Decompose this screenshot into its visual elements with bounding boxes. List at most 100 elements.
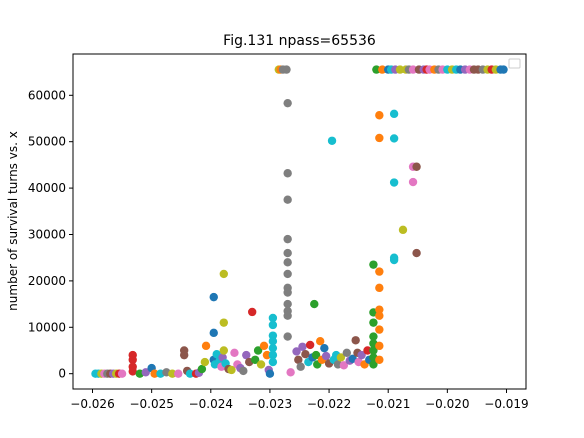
data-point-139 bbox=[389, 178, 399, 187]
data-point-98 bbox=[321, 351, 331, 361]
data-point-17 bbox=[150, 369, 159, 378]
data-point-21 bbox=[174, 369, 183, 378]
data-point-88 bbox=[301, 350, 310, 359]
data-point-15 bbox=[141, 368, 150, 377]
data-point-60 bbox=[268, 320, 278, 330]
data-point-79 bbox=[283, 299, 292, 309]
data-point-87 bbox=[298, 342, 307, 351]
y-axis: 0 10000 20000 30000 40000 50000 60000 bbox=[28, 88, 73, 381]
data-point-112 bbox=[357, 350, 366, 360]
data-point-59 bbox=[268, 313, 278, 323]
data-point-58 bbox=[265, 369, 275, 378]
data-point-49 bbox=[242, 350, 251, 360]
data-point-45 bbox=[230, 348, 239, 358]
data-point-116 bbox=[369, 260, 378, 269]
data-point-69 bbox=[282, 65, 291, 74]
data-point-105 bbox=[339, 361, 349, 370]
data-point-54 bbox=[256, 360, 266, 369]
data-point-92 bbox=[310, 299, 319, 309]
data-point-85 bbox=[294, 355, 303, 364]
data-point-90 bbox=[305, 340, 315, 350]
data-point-127 bbox=[375, 267, 384, 276]
data-point-29 bbox=[200, 357, 210, 367]
x-tick-label: −0.023 bbox=[248, 397, 292, 411]
x-tick-label: −0.019 bbox=[484, 397, 528, 411]
data-point-144 bbox=[398, 225, 408, 235]
data-point-118 bbox=[369, 318, 378, 327]
data-point-56 bbox=[262, 350, 272, 360]
data-point-30 bbox=[201, 341, 211, 351]
data-point-121 bbox=[369, 346, 378, 355]
data-point-83 bbox=[286, 368, 295, 377]
data-point-40 bbox=[219, 318, 228, 327]
data-point-133 bbox=[375, 355, 384, 364]
y-tick-label: 40000 bbox=[28, 181, 66, 195]
data-point-23 bbox=[179, 350, 189, 360]
data-point-32 bbox=[209, 328, 218, 338]
data-point-44 bbox=[227, 365, 236, 375]
y-tick-label: 30000 bbox=[28, 227, 66, 241]
data-point-104 bbox=[336, 353, 346, 362]
data-point-106 bbox=[342, 348, 352, 358]
legend-box bbox=[508, 58, 521, 69]
y-tick-label: 50000 bbox=[28, 135, 66, 149]
data-point-52 bbox=[250, 355, 260, 364]
data-point-53 bbox=[253, 346, 263, 355]
data-point-84 bbox=[292, 347, 301, 356]
data-point-63 bbox=[268, 343, 278, 353]
data-point-138 bbox=[389, 134, 399, 143]
data-point-128 bbox=[375, 283, 384, 293]
x-tick-label: −0.022 bbox=[307, 397, 351, 411]
x-tick-label: −0.024 bbox=[189, 397, 233, 411]
plot-frame bbox=[72, 53, 527, 390]
data-point-62 bbox=[268, 337, 278, 346]
data-point-75 bbox=[283, 258, 292, 267]
data-point-100 bbox=[327, 136, 337, 145]
data-point-150 bbox=[412, 162, 421, 171]
data-point-41 bbox=[219, 346, 228, 355]
x-tick-label: −0.025 bbox=[129, 397, 173, 411]
x-tick-label: −0.026 bbox=[70, 397, 114, 411]
data-point-78 bbox=[283, 288, 292, 297]
y-tick-label: 10000 bbox=[28, 320, 66, 334]
chart-title: Fig.131 npass=65536 bbox=[223, 33, 376, 49]
data-point-55 bbox=[259, 341, 269, 351]
data-point-131 bbox=[375, 325, 384, 334]
data-point-13 bbox=[128, 367, 137, 376]
data-point-151 bbox=[412, 248, 421, 258]
data-point-64 bbox=[268, 350, 278, 360]
data-point-126 bbox=[375, 133, 384, 143]
data-point-114 bbox=[363, 346, 372, 355]
data-point-147 bbox=[408, 65, 418, 74]
data-point-72 bbox=[283, 195, 292, 204]
data-point-172 bbox=[499, 65, 508, 74]
data-point-134 bbox=[378, 65, 387, 74]
data-point-81 bbox=[283, 311, 292, 320]
data-point-95 bbox=[316, 337, 325, 346]
data-point-109 bbox=[351, 336, 360, 345]
data-point-9 bbox=[117, 369, 127, 378]
y-tick-label: 20000 bbox=[28, 274, 66, 288]
data-point-73 bbox=[283, 234, 292, 244]
data-point-119 bbox=[369, 332, 378, 341]
data-point-123 bbox=[369, 360, 378, 369]
y-tick-label: 0 bbox=[58, 367, 66, 381]
data-point-28 bbox=[197, 364, 207, 374]
data-point-97 bbox=[320, 343, 329, 353]
data-point-51 bbox=[247, 307, 257, 317]
data-point-129 bbox=[375, 305, 384, 314]
data-point-20 bbox=[168, 369, 177, 378]
data-point-39 bbox=[219, 269, 228, 279]
data-point-11 bbox=[128, 355, 137, 364]
data-point-25 bbox=[185, 369, 195, 378]
data-point-149 bbox=[408, 177, 418, 187]
x-tick-label: −0.021 bbox=[366, 397, 410, 411]
data-point-31 bbox=[209, 292, 218, 302]
data-point-48 bbox=[239, 366, 248, 376]
data-point-86 bbox=[296, 362, 305, 371]
y-axis-label: number of survival turns vs. x bbox=[6, 131, 20, 311]
data-point-76 bbox=[283, 269, 292, 279]
data-point-71 bbox=[283, 169, 292, 178]
data-point-125 bbox=[375, 111, 384, 120]
